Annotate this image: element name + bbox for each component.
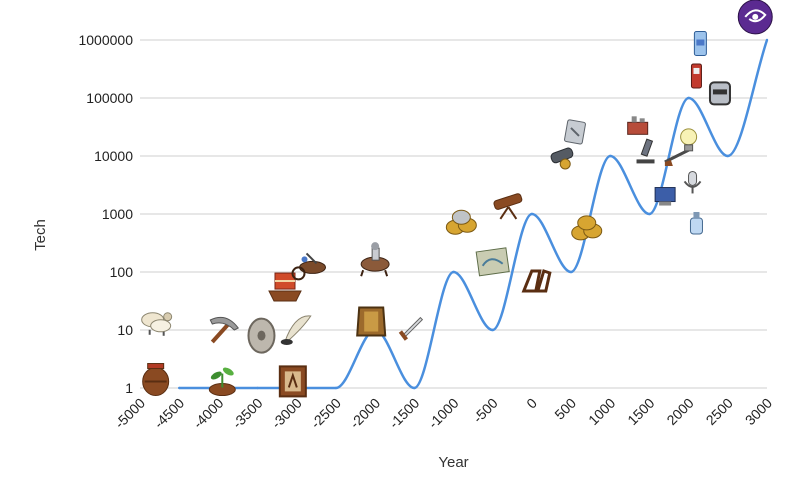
y-tick-label: 10 (117, 322, 133, 338)
x-tick-label: -2000 (347, 395, 384, 432)
clay-pot-icon (142, 363, 170, 397)
data-point (177, 386, 181, 390)
x-tick-label: -1500 (386, 395, 423, 432)
data-point (413, 386, 416, 390)
y-tick-label: 10000 (94, 148, 133, 164)
lightbulb-icon (680, 128, 698, 152)
data-point (334, 386, 338, 390)
cannon-icon (550, 147, 574, 170)
sheep-icon (141, 312, 173, 336)
telescope-icon (493, 193, 523, 220)
data-point (569, 270, 573, 274)
x-tick-label: -4500 (151, 395, 188, 432)
laboratory-icon (627, 116, 649, 135)
x-tick-label: 0 (523, 395, 540, 412)
x-tick-label: -4000 (190, 395, 227, 432)
engraved-tablet-icon (564, 119, 586, 145)
robot-head-icon (708, 81, 731, 106)
rifle-icon (664, 148, 690, 166)
x-tick-label: -3500 (229, 395, 266, 432)
bottle-icon (689, 211, 703, 235)
x-tick-label: -3000 (268, 395, 305, 432)
pickaxe-icon (209, 316, 240, 344)
stirrup-icon (521, 269, 552, 293)
y-tick-label: 1 (125, 380, 133, 396)
sailing-ship-icon (268, 272, 302, 302)
y-axis-title: Tech (32, 219, 49, 251)
data-point (765, 38, 769, 42)
data-point (687, 96, 690, 100)
y-tick-label: 1000 (102, 206, 133, 222)
x-tick-label: -1000 (425, 395, 462, 432)
mounted-warrior-icon (360, 242, 390, 277)
y-tick-label: 100 (110, 264, 134, 280)
series-line-path (179, 39, 769, 390)
annotation-icons (141, 0, 773, 398)
sprout-icon (208, 367, 236, 397)
millstone-wheel-icon (247, 317, 276, 354)
gold-coins-stack-icon (571, 215, 603, 241)
x-tick-label: 3000 (742, 395, 775, 428)
data-point (256, 386, 259, 390)
telephone-icon (690, 63, 702, 89)
data-point (452, 270, 455, 274)
dagger-icon (398, 316, 424, 341)
data-point (648, 212, 651, 216)
x-tick-label: -5000 (111, 395, 148, 432)
data-point (530, 212, 534, 216)
x-tick-label: 1000 (585, 395, 618, 428)
x-tick-label: 1500 (624, 395, 657, 428)
microscope-icon (636, 138, 655, 164)
data-point (609, 154, 612, 158)
data-point (726, 154, 730, 158)
satellite-icon (693, 31, 707, 57)
data-point (491, 328, 494, 332)
microphone-icon (683, 170, 702, 194)
framed-picture-icon (278, 365, 307, 398)
x-tick-label: 2500 (703, 395, 736, 428)
x-axis-title: Year (438, 454, 468, 471)
armor-icon (356, 306, 387, 337)
computer-icon (654, 187, 676, 206)
galaxy-icon (737, 0, 773, 35)
y-tick-label: 1000000 (78, 32, 133, 48)
x-tick-label: -500 (470, 395, 501, 426)
chariot-icon (291, 252, 327, 281)
x-tick-label: -2500 (307, 395, 344, 432)
quill-pen-icon (280, 315, 312, 345)
x-tick-label: 2000 (663, 395, 696, 428)
x-tick-label: 500 (551, 395, 579, 423)
y-tick-label: 100000 (86, 90, 133, 106)
map-icon (475, 247, 510, 277)
coins-icon (445, 209, 477, 235)
